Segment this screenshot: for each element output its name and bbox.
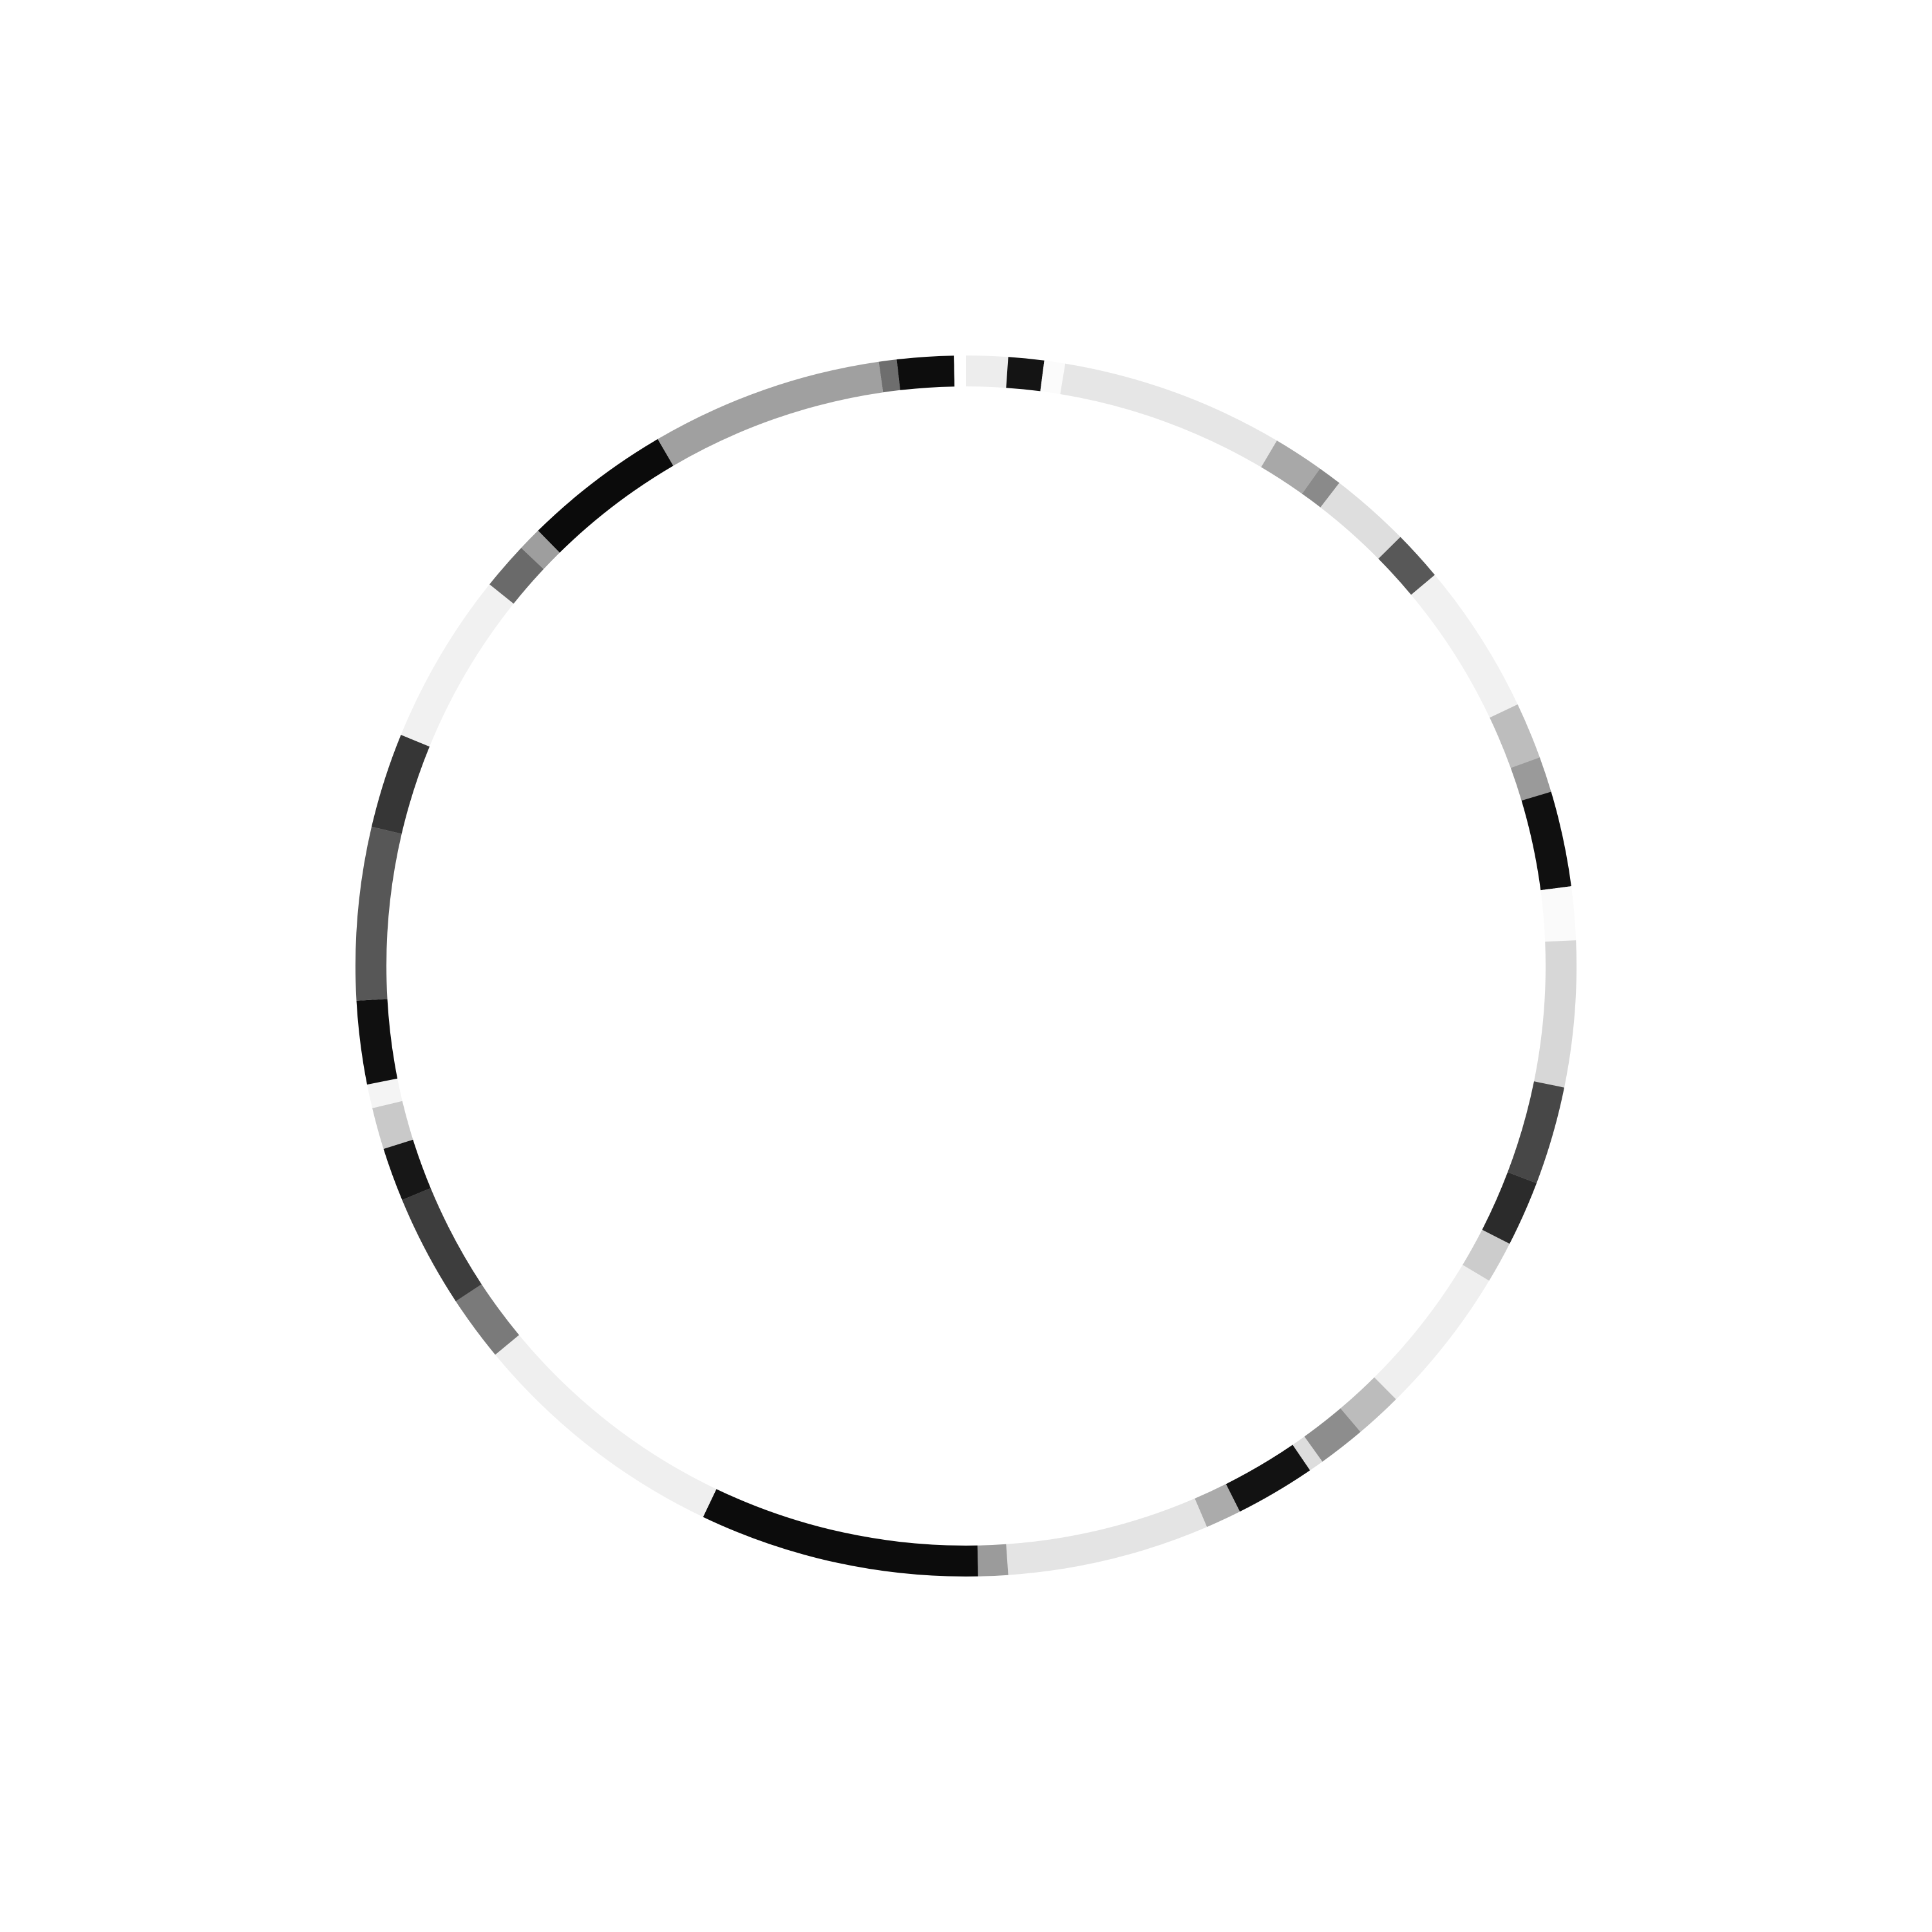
contig-segment xyxy=(489,547,544,604)
contig-segment xyxy=(1040,360,1066,394)
contig-segment xyxy=(383,1139,431,1200)
contig-segment xyxy=(372,735,430,834)
contig-segment xyxy=(1521,791,1571,891)
contig-segment xyxy=(1340,1377,1396,1432)
contig-segment xyxy=(367,1078,402,1108)
contig-segment xyxy=(1482,1172,1537,1244)
contig-segment xyxy=(1195,1484,1240,1528)
contig-segment xyxy=(1006,1498,1208,1575)
contig-segment xyxy=(372,1101,413,1149)
contig-ring xyxy=(355,355,1577,1577)
contig-segment xyxy=(954,355,966,387)
contig-segment xyxy=(1411,574,1518,718)
contig-segment xyxy=(1540,886,1577,942)
contig-segment xyxy=(658,361,884,466)
contig-segment xyxy=(1510,757,1551,801)
contig-segment xyxy=(521,530,560,569)
contig-segment xyxy=(1261,440,1320,494)
contig-segment xyxy=(538,439,674,553)
contig-segment xyxy=(1508,1081,1564,1184)
contig-segment xyxy=(896,355,955,390)
contig-segment xyxy=(455,1284,519,1355)
contig-segment xyxy=(1304,1408,1361,1462)
contig-segment xyxy=(966,355,1009,388)
contig-segment xyxy=(1378,536,1435,595)
contig-segment xyxy=(1060,363,1277,468)
contig-segment xyxy=(355,826,402,1001)
contig-segment xyxy=(356,999,398,1085)
contig-segment xyxy=(1226,1444,1311,1512)
contig-segment xyxy=(977,1544,1009,1577)
contig-segment xyxy=(1302,468,1340,507)
contig-segment xyxy=(1490,704,1540,768)
contig-segment xyxy=(703,1489,978,1577)
contig-segment xyxy=(1374,1265,1490,1399)
contig-segment xyxy=(1293,1436,1323,1471)
contig-segment xyxy=(402,1188,482,1302)
contig-segment xyxy=(1006,357,1045,392)
contig-segment xyxy=(878,359,900,393)
contig-segment xyxy=(1463,1229,1510,1281)
contig-segment xyxy=(401,584,514,747)
contig-segment xyxy=(495,1335,717,1517)
contig-segment xyxy=(1320,482,1401,559)
contig-segment xyxy=(1534,940,1577,1088)
